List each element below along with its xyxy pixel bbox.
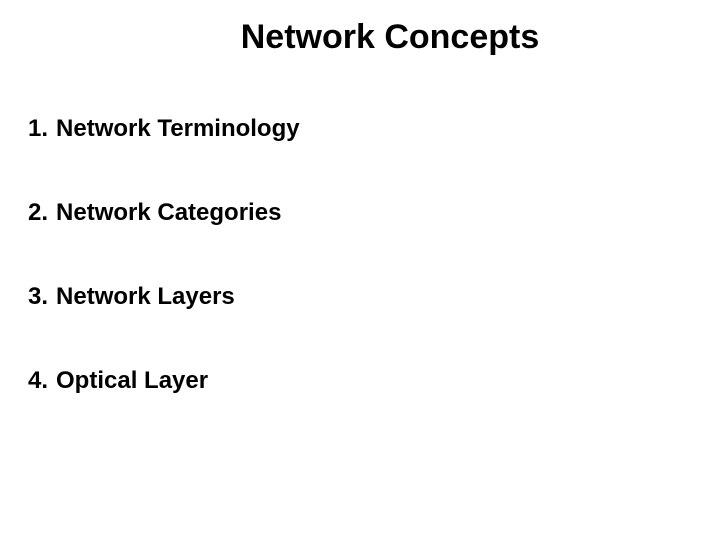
item-number: 4.	[28, 367, 48, 395]
outline-list: 1. Network Terminology 2. Network Catego…	[28, 115, 300, 451]
slide-title: Network Concepts	[0, 18, 720, 57]
list-item: 1. Network Terminology	[28, 115, 300, 143]
item-label: Network Layers	[56, 283, 235, 311]
item-label: Network Categories	[56, 199, 281, 227]
list-item: 4. Optical Layer	[28, 367, 300, 395]
item-number: 2.	[28, 199, 48, 227]
item-number: 3.	[28, 283, 48, 311]
item-label: Optical Layer	[56, 367, 208, 395]
item-number: 1.	[28, 115, 48, 143]
item-label: Network Terminology	[56, 115, 300, 143]
list-item: 3. Network Layers	[28, 283, 300, 311]
list-item: 2. Network Categories	[28, 199, 300, 227]
